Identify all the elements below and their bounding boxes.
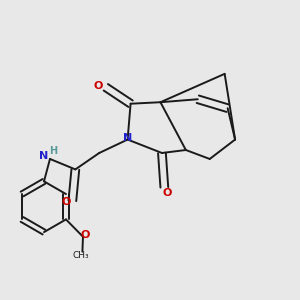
Text: O: O [81, 230, 90, 240]
Text: N: N [123, 133, 132, 143]
Text: CH₃: CH₃ [73, 251, 89, 260]
Text: O: O [62, 197, 71, 207]
Text: H: H [49, 146, 57, 157]
Text: O: O [94, 81, 103, 91]
Text: O: O [163, 188, 172, 198]
Text: N: N [39, 151, 48, 161]
